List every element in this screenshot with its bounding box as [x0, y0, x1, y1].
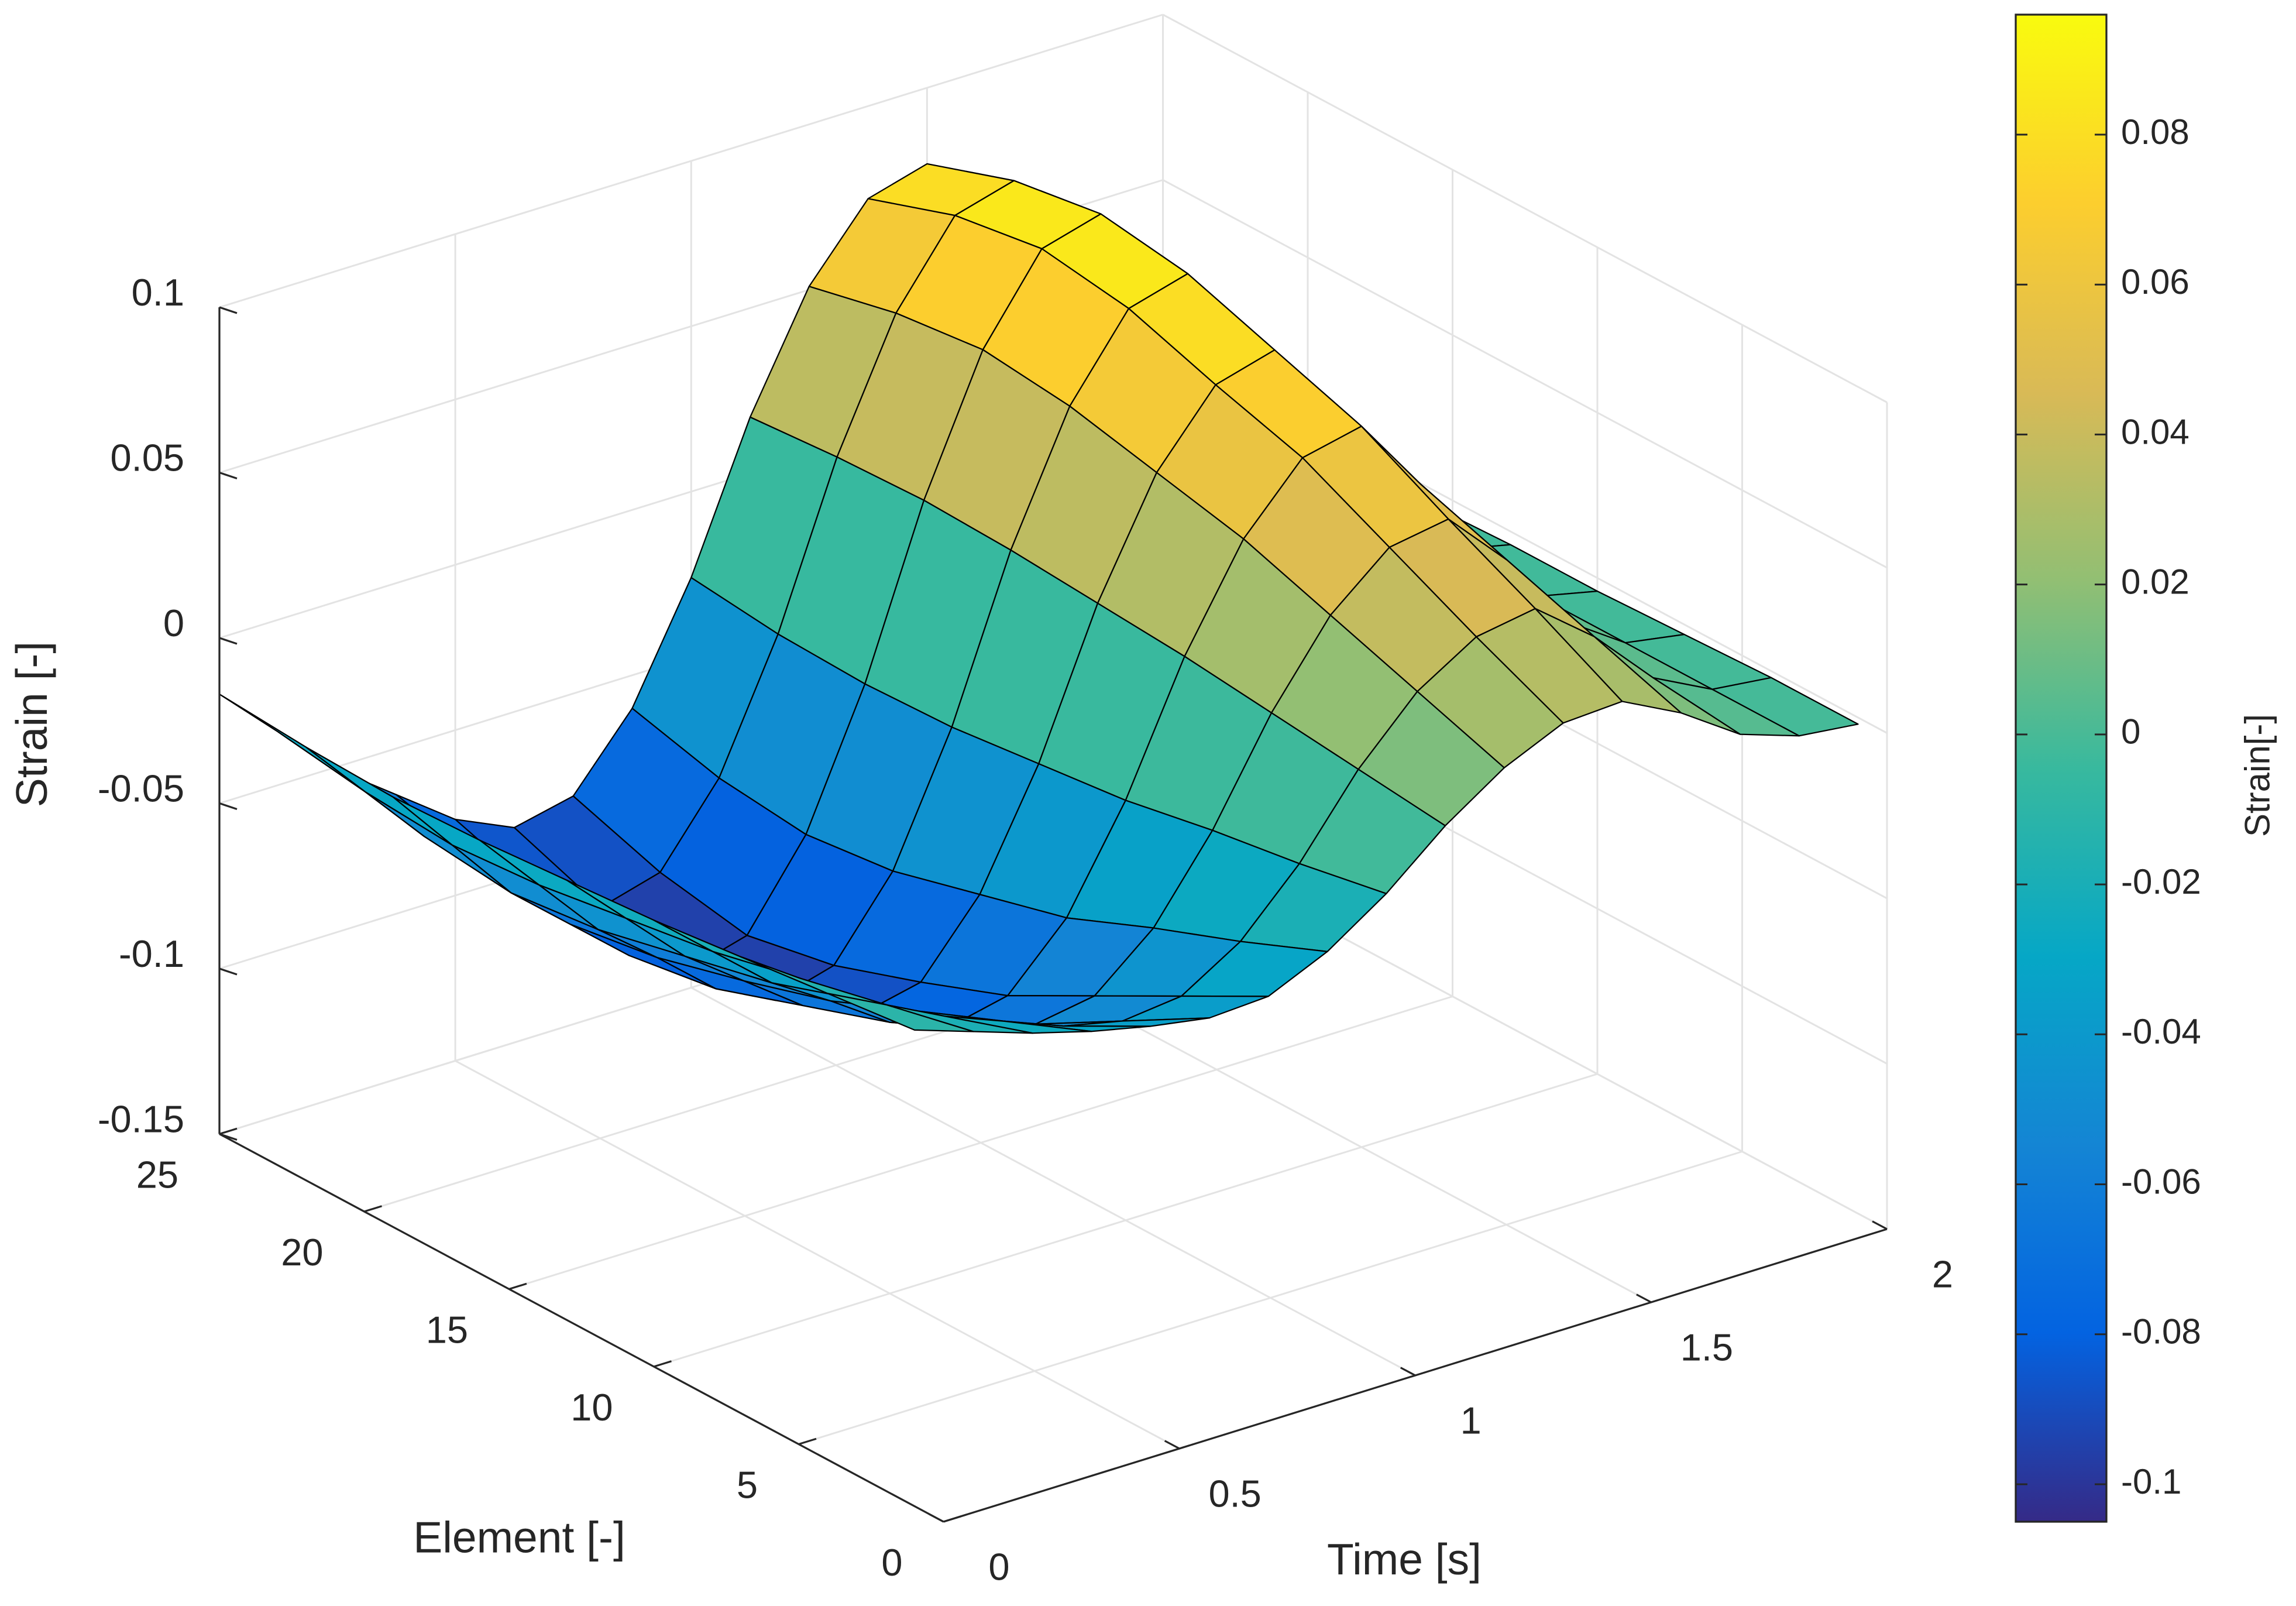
y-tick-label: 5 [737, 1464, 758, 1507]
y-tick [654, 1360, 672, 1368]
x-tick [1872, 1220, 1888, 1230]
surface-patch [305, 746, 453, 846]
z-tick [219, 1133, 238, 1141]
y-axis-line [219, 1133, 944, 1523]
grid-line [1162, 179, 1888, 569]
grid-line [798, 1151, 1742, 1445]
x-tick-label: 1.5 [1680, 1326, 1733, 1369]
z-tick-label: 0 [163, 602, 184, 644]
y-tick-label: 15 [426, 1309, 468, 1351]
grid-line [455, 1060, 1180, 1450]
colorbar-tick-label: 0.06 [2121, 262, 2190, 301]
x-tick [928, 1513, 944, 1523]
z-tick [219, 306, 238, 314]
colorbar-tick-label: 0 [2121, 712, 2140, 751]
y-tick-label: 0 [881, 1541, 902, 1584]
z-axis-label: Strain [-] [7, 641, 56, 807]
axes: 00.511.520510152025-0.15-0.1-0.0500.050.… [98, 271, 1953, 1588]
colorbar-tick-label: 0.04 [2121, 412, 2190, 451]
grid-line [508, 996, 1453, 1290]
x-tick-label: 2 [1932, 1253, 1953, 1296]
y-tick [798, 1437, 817, 1446]
colorbar-tick-label: -0.1 [2121, 1462, 2181, 1501]
y-tick [943, 1515, 961, 1523]
x-tick [1164, 1440, 1180, 1450]
z-tick [219, 802, 238, 811]
y-tick [219, 1127, 238, 1135]
y-tick [508, 1282, 527, 1291]
grid-line [219, 13, 1163, 308]
x-tick-label: 1 [1460, 1399, 1482, 1442]
y-tick-label: 10 [570, 1386, 613, 1429]
colorbar-tick-label: -0.06 [2121, 1162, 2201, 1201]
colorbar-tick-label: -0.02 [2121, 862, 2201, 901]
x-tick-label: 0 [988, 1546, 1009, 1588]
grid-line [690, 987, 1416, 1377]
colorbar-tick-label: 0.02 [2121, 562, 2190, 601]
z-tick [219, 637, 238, 645]
z-tick-label: -0.15 [98, 1098, 184, 1141]
colorbar-label: Strain[-] [2237, 714, 2277, 837]
y-tick-label: 25 [136, 1154, 178, 1196]
grid-line [1162, 13, 1888, 403]
colorbar-tick-label: -0.04 [2121, 1012, 2201, 1051]
surface [218, 163, 1859, 1034]
surface-patch [218, 693, 366, 793]
z-tick-label: -0.05 [98, 767, 184, 810]
surface-patch [827, 993, 974, 1032]
z-tick-label: 0.05 [110, 437, 184, 479]
z-tick [219, 471, 238, 480]
z-tick-label: 0.1 [132, 271, 184, 314]
colorbar-fill [2015, 13, 2108, 1523]
grid-line [654, 1073, 1598, 1368]
y-tick [364, 1205, 382, 1213]
x-axis-label: Time [s] [1327, 1535, 1482, 1584]
y-tick-label: 20 [281, 1231, 323, 1274]
y-axis-label: Element [-] [413, 1512, 625, 1562]
colorbar-tick-label: 0.08 [2121, 112, 2190, 152]
colorbar-tick-label: -0.08 [2121, 1312, 2201, 1351]
colorbar: -0.1 -0.08 -0.06 -0.04 -0.02 0 0.02 0.04 0.06 0.0… [2015, 13, 2201, 1523]
z-tick [219, 967, 238, 976]
x-tick-label: 0.5 [1208, 1473, 1261, 1515]
x-tick [1636, 1293, 1652, 1303]
z-tick-label: -0.1 [119, 932, 184, 975]
x-tick [1400, 1367, 1416, 1377]
